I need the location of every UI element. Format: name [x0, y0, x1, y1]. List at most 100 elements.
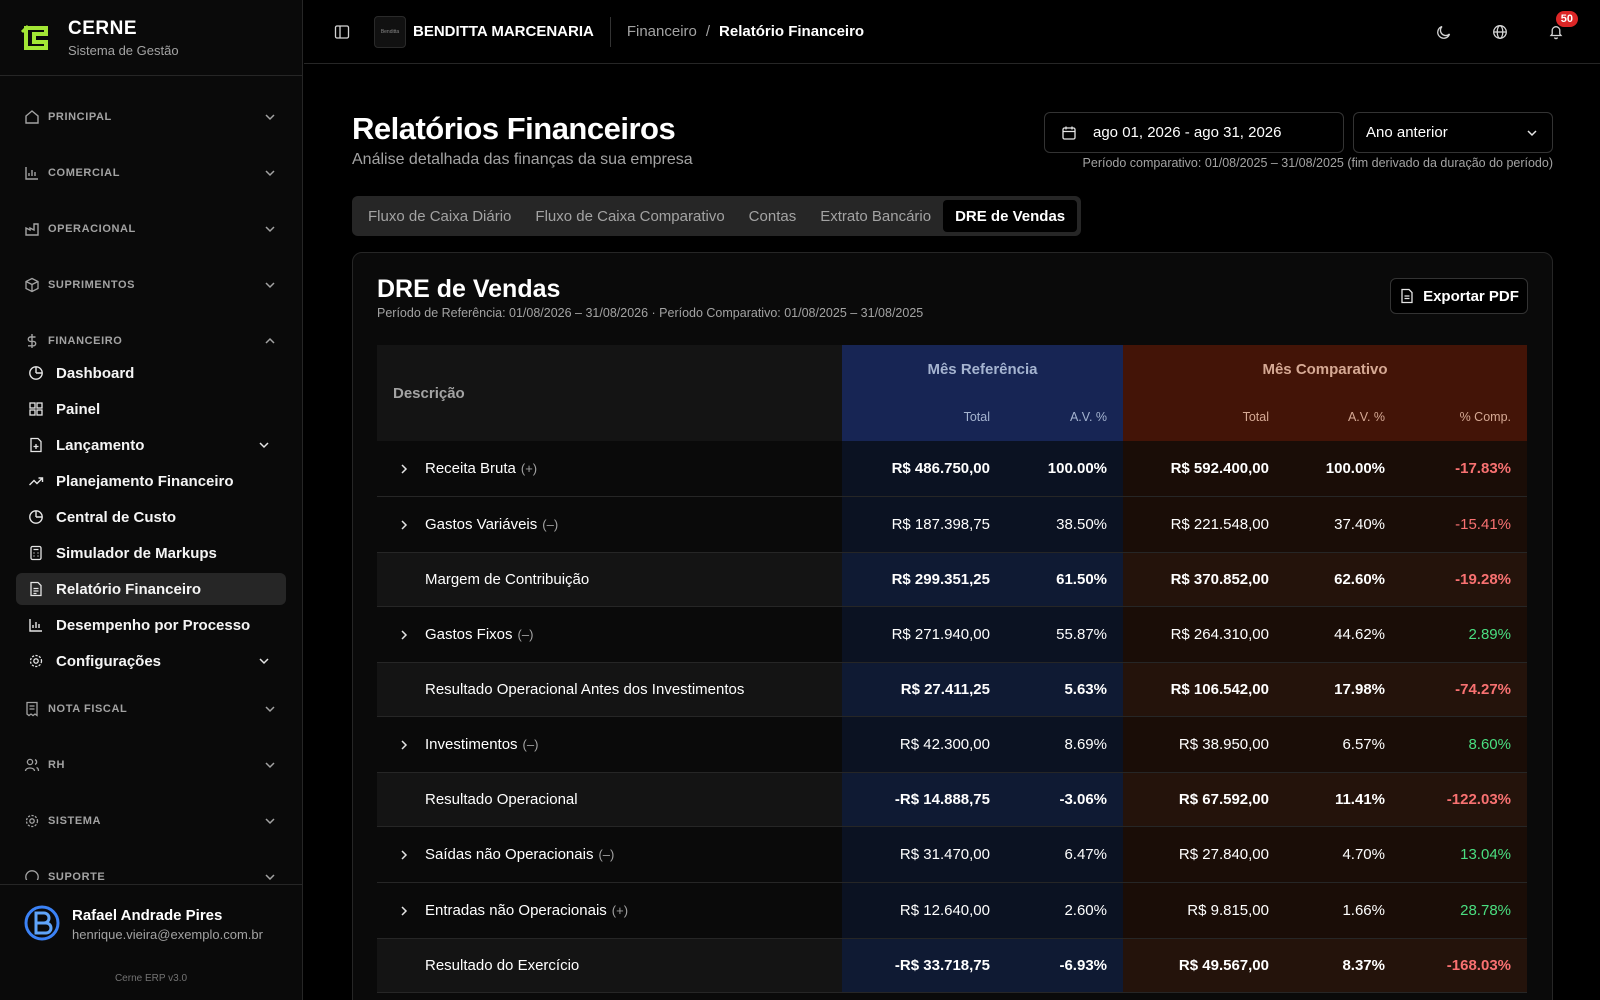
cmp-bg [1123, 773, 1527, 826]
dre-table: Descrição Mês Referência Total A.V. % Mê… [377, 345, 1527, 993]
cmp-total: R$ 106.542,00 [1170, 681, 1269, 698]
header-cmp-total: Total [1242, 410, 1269, 424]
company-name[interactable]: BENDITTA MARCENARIA [413, 16, 611, 47]
ref-bg [842, 717, 1123, 772]
app-subtitle: Sistema de Gestão [68, 42, 179, 58]
ref-bg [842, 883, 1123, 938]
chevron-right-icon[interactable] [397, 904, 411, 918]
file-icon [1399, 288, 1415, 304]
chevron-right-icon[interactable] [397, 848, 411, 862]
sidebar-item-lancamento[interactable]: Lançamento [16, 429, 286, 461]
section-financeiro[interactable]: FINANCEIRO [24, 329, 278, 353]
tab-fluxo-comparativo[interactable]: Fluxo de Caixa Comparativo [535, 207, 725, 225]
date-range-picker[interactable]: ago 01, 2026 - ago 31, 2026 [1044, 112, 1344, 153]
sidebar-item-relatorio[interactable]: Relatório Financeiro [16, 573, 286, 605]
comp-percent: -15.41% [1455, 516, 1511, 533]
sidebar-toggle-icon[interactable] [332, 22, 352, 42]
moon-icon[interactable] [1434, 22, 1454, 42]
cmp-total: R$ 221.548,00 [1170, 516, 1269, 533]
table-row[interactable]: Saídas não Operacionais (–) R$ 31.470,00 6.… [377, 827, 1527, 883]
row-description: Gastos Variáveis (–) [377, 497, 842, 552]
chevron-right-icon[interactable] [397, 462, 411, 476]
section-operacional[interactable]: OPERACIONAL [24, 217, 278, 241]
sidebar-item-configuracoes[interactable]: Configurações [16, 645, 286, 677]
table-row[interactable]: Entradas não Operacionais (+) R$ 12.640,00… [377, 883, 1527, 939]
user-panel[interactable]: Rafael Andrade Pires henrique.vieira@exe… [0, 884, 302, 1000]
sidebar-item-label: Desempenho por Processo [56, 616, 251, 634]
tab-fluxo-diario[interactable]: Fluxo de Caixa Diário [368, 207, 512, 225]
trending-up-icon [28, 473, 44, 489]
sidebar-item-central-custo[interactable]: Central de Custo [16, 501, 286, 533]
chevron-down-icon [262, 701, 278, 717]
comp-percent: -74.27% [1455, 681, 1511, 698]
ref-av: 8.69% [1064, 736, 1107, 753]
globe-icon[interactable] [1490, 22, 1510, 42]
row-sign: (–) [517, 627, 534, 642]
sidebar-item-simulador[interactable]: Simulador de Markups [16, 537, 286, 569]
bar-chart-icon [28, 617, 44, 633]
dollar-icon [24, 333, 40, 349]
section-comercial[interactable]: COMERCIAL [24, 161, 278, 185]
bar-chart-icon [24, 165, 40, 181]
calculator-icon [28, 545, 44, 561]
breadcrumb-financeiro[interactable]: Financeiro [626, 23, 697, 40]
notification-badge: 50 [1555, 10, 1578, 27]
chevron-down-icon [262, 277, 278, 293]
chevron-down-icon [262, 869, 278, 880]
bell-icon[interactable]: 50 [1546, 10, 1578, 42]
chevron-right-icon[interactable] [397, 518, 411, 532]
sidebar-item-desempenho[interactable]: Desempenho por Processo [16, 609, 286, 641]
header-ref-av: A.V. % [1069, 410, 1107, 424]
ref-total: -R$ 33.718,75 [894, 957, 990, 974]
chevron-right-icon[interactable] [397, 738, 411, 752]
ref-av: 38.50% [1056, 516, 1107, 533]
tab-extrato[interactable]: Extrato Bancário [820, 207, 932, 225]
row-label: Gastos Variáveis [425, 516, 538, 533]
chevron-down-icon [262, 813, 278, 829]
sidebar-item-planejamento[interactable]: Planejamento Financeiro [16, 465, 286, 497]
section-principal[interactable]: PRINCIPAL [24, 105, 278, 129]
section-nota-fiscal[interactable]: NOTA FISCAL [24, 697, 278, 721]
row-label: Margem de Contribuição [425, 571, 590, 588]
chevron-right-icon[interactable] [397, 628, 411, 642]
section-suporte[interactable]: SUPORTE [24, 865, 278, 880]
row-sign: (+) [520, 461, 538, 476]
cmp-total: R$ 592.400,00 [1170, 460, 1269, 477]
compare-mode-select[interactable]: Ano anterior [1353, 112, 1553, 153]
section-label: PRINCIPAL [48, 111, 112, 123]
section-rh[interactable]: RH [24, 753, 278, 777]
ref-total: R$ 271.940,00 [891, 626, 990, 643]
chevron-down-icon [262, 109, 278, 125]
ref-bg [842, 827, 1123, 882]
tab-contas[interactable]: Contas [748, 207, 797, 225]
table-row[interactable]: Investimentos (–) R$ 42.300,00 8.69% R$ 38.9… [377, 717, 1527, 773]
header-cmp-av: A.V. % [1347, 410, 1385, 424]
tab-dre-vendas[interactable]: DRE de Vendas [943, 200, 1078, 232]
comp-percent: 13.04% [1460, 846, 1511, 863]
cmp-av: 44.62% [1334, 626, 1385, 643]
table-row[interactable]: Gastos Fixos (–) R$ 271.940,00 55.87% R$ 264… [377, 607, 1527, 663]
sidebar-item-dashboard[interactable]: Dashboard [16, 357, 286, 389]
section-sistema[interactable]: SISTEMA [24, 809, 278, 833]
table-body: Receita Bruta (+) R$ 486.750,00 100.00% R$ 5… [377, 441, 1527, 993]
export-pdf-button[interactable]: Exportar PDF [1390, 278, 1528, 314]
section-suprimentos[interactable]: SUPRIMENTOS [24, 273, 278, 297]
sidebar-item-painel[interactable]: Painel [16, 393, 286, 425]
ref-bg [842, 441, 1123, 496]
brand[interactable]: CERNE Sistema de Gestão [0, 0, 302, 76]
ref-total: R$ 486.750,00 [891, 460, 990, 477]
row-label: Investimentos [425, 736, 518, 753]
cerne-logo-icon [20, 24, 48, 50]
table-row[interactable]: Receita Bruta (+) R$ 486.750,00 100.00% R$ 5… [377, 441, 1527, 497]
cmp-bg [1123, 497, 1527, 552]
header-cmp-group: Mês Comparativo Total A.V. % % Comp. [1123, 345, 1527, 441]
row-label: Resultado Operacional [425, 791, 578, 808]
section-label: NOTA FISCAL [48, 703, 128, 715]
user-email: henrique.vieira@exemplo.com.br [72, 927, 263, 942]
comp-percent: 2.89% [1468, 626, 1511, 643]
table-row[interactable]: Gastos Variáveis (–) R$ 187.398,75 38.50% R$… [377, 497, 1527, 553]
header-ref-group: Mês Referência Total A.V. % [842, 345, 1123, 441]
cmp-total: R$ 264.310,00 [1170, 626, 1269, 643]
cmp-total: R$ 370.852,00 [1170, 571, 1269, 588]
cmp-av: 17.98% [1334, 681, 1385, 698]
